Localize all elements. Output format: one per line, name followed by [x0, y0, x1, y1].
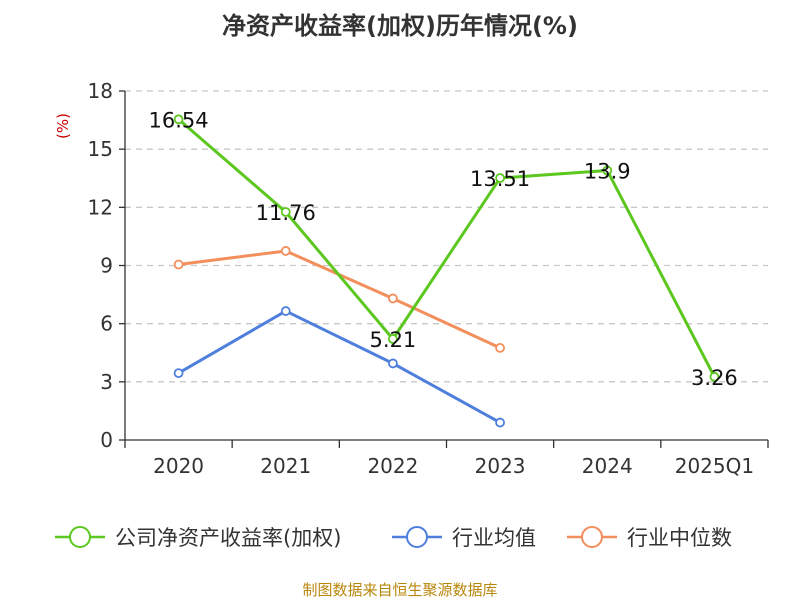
- data-point-2: [388, 293, 398, 304]
- data-point-1: [280, 306, 291, 316]
- legend-marker-2: [581, 526, 603, 548]
- legend-label-0: 公司净资产收益率(加权): [115, 526, 341, 550]
- x-tick-label: 2025Q1: [675, 454, 754, 478]
- data-point-2: [173, 259, 184, 270]
- x-tick-label: 2020: [153, 454, 204, 478]
- data-label: 16.54: [149, 108, 209, 132]
- footer-source: 制图数据来自恒生聚源数据库: [302, 581, 497, 599]
- series-line-1: [177, 309, 501, 424]
- series-line-0: [177, 118, 716, 378]
- data-point-2: [495, 343, 505, 353]
- data-point-0: [709, 371, 720, 382]
- data-label: 13.51: [470, 167, 530, 191]
- y-tick-label: 3: [100, 370, 113, 394]
- y-tick-label: 6: [100, 312, 113, 336]
- chart-title: 净资产收益率(加权)历年情况(%): [222, 12, 578, 40]
- axis-layer: 0 3 6 9 12 15 18 2020 2021 2022 2023 2024 2025Q1: [88, 79, 769, 478]
- data-point-1: [173, 368, 184, 379]
- data-point-1: [388, 358, 398, 369]
- data-point-0: [280, 207, 291, 217]
- data-point-0: [602, 165, 613, 176]
- data-label: 11.76: [256, 201, 316, 225]
- y-tick-label: 9: [100, 254, 113, 278]
- y-tick-label: 15: [88, 137, 113, 161]
- data-point-1: [495, 417, 505, 428]
- legend-marker-1: [406, 526, 428, 548]
- legend-marker-0: [69, 526, 91, 548]
- data-label: 5.21: [370, 328, 417, 352]
- data-point-0: [388, 334, 398, 344]
- data-label-layer: 16.54 11.76 5.21 13.51 13.9 3.26: [149, 108, 738, 389]
- legend-label-1: 行业均值: [452, 526, 536, 550]
- data-label: 3.26: [691, 366, 738, 390]
- legend: 公司净资产收益率(加权) 行业均值 行业中位数: [55, 526, 732, 550]
- y-axis-unit-label: (%): [54, 113, 72, 139]
- legend-label-2: 行业中位数: [627, 526, 732, 550]
- x-tick-label: 2022: [367, 454, 418, 478]
- data-point-0: [173, 114, 184, 125]
- x-tick-label: 2024: [582, 454, 633, 478]
- grid-layer: [125, 90, 768, 383]
- x-tick-label: 2023: [475, 454, 526, 478]
- y-tick-label: 12: [88, 195, 113, 219]
- x-tick-label: 2021: [260, 454, 311, 478]
- data-point-0: [495, 173, 505, 183]
- data-label: 13.9: [584, 159, 631, 183]
- data-point-2: [280, 246, 291, 256]
- y-tick-label: 18: [88, 79, 113, 103]
- y-tick-label: 0: [100, 428, 113, 452]
- series-layer: [173, 114, 720, 428]
